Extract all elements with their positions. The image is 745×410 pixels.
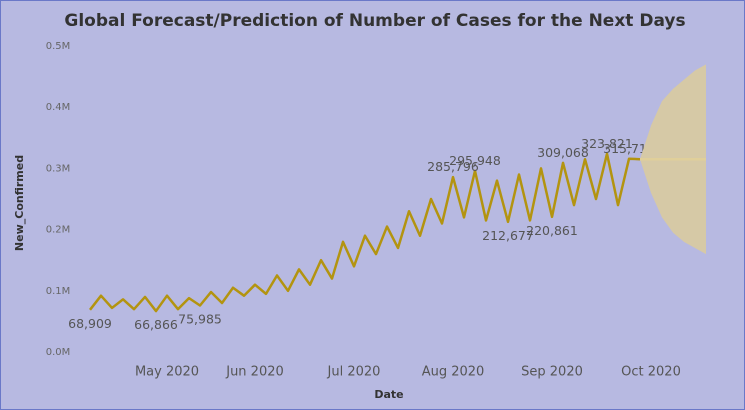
y-axis-title: New_Confirmed [13,155,26,251]
data-label: 323,821 [581,136,633,151]
data-label: 68,909 [68,316,112,331]
data-label: 309,068 [537,145,589,160]
x-tick-label: Sep 2020 [521,365,583,380]
data-label: 315,717 [603,141,655,156]
x-tick-label: Aug 2020 [422,365,485,380]
data-label: 66,866 [134,317,178,332]
y-tick-label: 0.0M [46,347,71,358]
y-tick-label: 0.5M [46,41,71,52]
y-tick-label: 0.2M [46,225,71,236]
data-label: 285,796 [427,159,479,174]
data-label: 295,948 [449,153,501,168]
series-line [89,152,641,313]
x-axis-title: Date [374,388,403,401]
data-label: 212,677 [482,228,534,243]
chart-title: Global Forecast/Prediction of Number of … [64,11,685,31]
x-tick-label: Jul 2020 [327,365,381,380]
x-tick-label: Oct 2020 [621,365,681,380]
data-label: 75,985 [178,311,222,326]
x-tick-label: May 2020 [135,365,199,380]
y-tick-label: 0.1M [46,286,71,297]
y-tick-label: 0.4M [46,102,71,113]
y-tick-label: 0.3M [46,163,71,174]
x-tick-label: Jun 2020 [225,365,284,380]
data-label: 220,861 [526,223,578,238]
